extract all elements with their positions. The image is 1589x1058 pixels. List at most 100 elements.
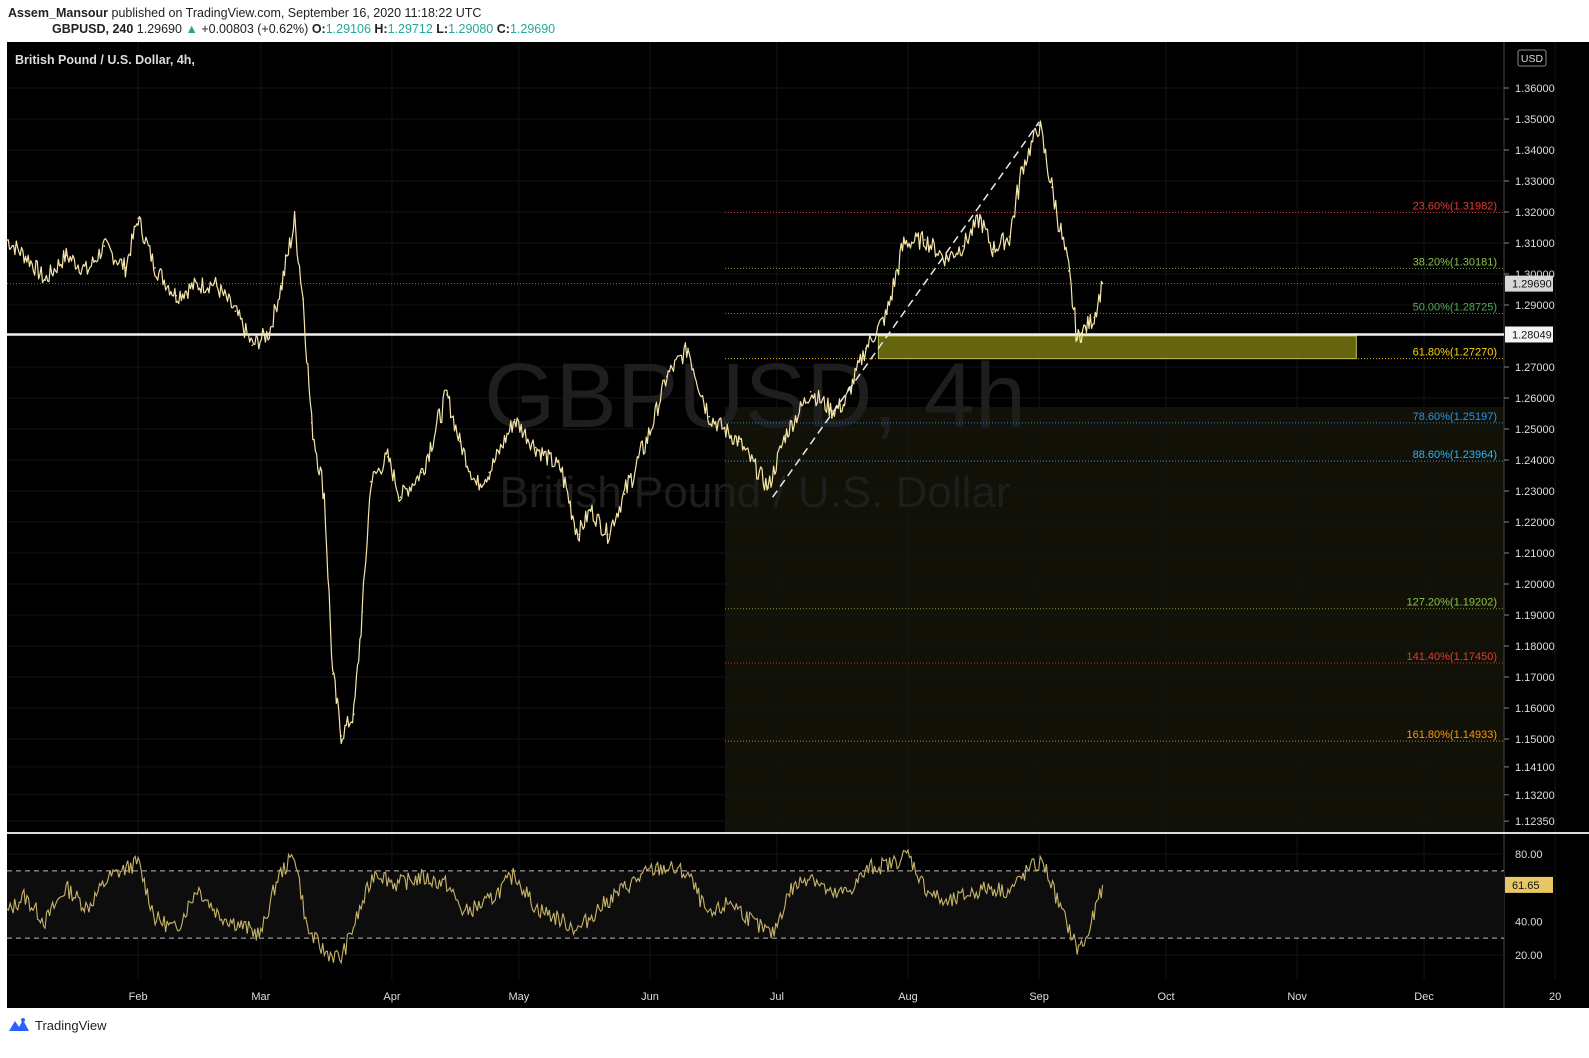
time-axis[interactable] (7, 980, 1504, 1008)
price-point (606, 533, 609, 536)
time-tick-label: Apr (383, 991, 400, 1003)
fib-level-label: 78.60%(1.25197) (1413, 411, 1497, 423)
price-point (513, 418, 516, 421)
watermark-symbol: GBPUSD, 4h (484, 345, 1026, 447)
price-point (475, 484, 478, 486)
price-tick-label: 1.21000 (1515, 548, 1555, 560)
fib-level-label: 141.40%(1.17450) (1406, 651, 1497, 663)
price-tick-label: 1.29000 (1515, 300, 1555, 312)
price-tick-label: 1.34000 (1515, 145, 1555, 157)
current-price-tag-text: 1.29690 (1512, 279, 1552, 291)
price-point (1093, 316, 1095, 319)
price-point (962, 245, 964, 247)
last-price: 1.29690 (136, 22, 182, 36)
rsi-value-tag-bg (1505, 876, 1553, 893)
price-tick-label: 1.17000 (1515, 672, 1555, 684)
price-axis[interactable] (1504, 42, 1589, 1008)
time-tick-label: May (508, 991, 529, 1003)
price-point (488, 471, 491, 474)
fib-level-label: 50.00%(1.28725) (1413, 302, 1497, 314)
price-tick-label: 1.26000 (1515, 393, 1555, 405)
currency-label: USD (1521, 53, 1544, 65)
price-tick-label: 1.19000 (1515, 610, 1555, 622)
footer: TradingView (8, 1017, 107, 1033)
rsi-value-tag: 61.65 (1505, 876, 1553, 893)
price-point (446, 394, 448, 396)
price-tick-label: 1.36000 (1515, 83, 1555, 95)
fib-level-label: 61.80%(1.27270) (1413, 347, 1497, 359)
high-value: 1.29712 (387, 22, 433, 36)
tradingview-logo-icon[interactable] (8, 1017, 30, 1033)
price-chart[interactable]: GBPUSD, 4h British Pound / U.S. Dollar 2… (0, 42, 1589, 1008)
price-point (1067, 270, 1070, 272)
fib-level-label: 88.60%(1.23964) (1413, 449, 1497, 461)
price-point (251, 344, 254, 347)
price-tick-label: 1.32000 (1515, 207, 1555, 219)
grid-lines (7, 42, 1556, 980)
time-tick-label: Jul (770, 991, 784, 1003)
price-point (864, 347, 867, 350)
author-name[interactable]: Assem_Mansour (8, 6, 109, 20)
price-point (65, 254, 68, 257)
price-point (310, 422, 313, 424)
rsi-series (6, 848, 1504, 965)
horizontal-line-tag-bg (1505, 326, 1553, 343)
price-tick-label: 1.33000 (1515, 176, 1555, 188)
current-price-tag-bg (1505, 275, 1553, 292)
rsi-line (6, 848, 1104, 965)
support-zone-box[interactable] (877, 335, 1357, 360)
price-point (945, 257, 947, 260)
price-point (293, 220, 296, 223)
price-point (27, 257, 29, 260)
footer-brand[interactable]: TradingView (35, 1017, 107, 1033)
price-point (991, 248, 994, 250)
price-point (281, 282, 283, 285)
high-label: H: (374, 22, 388, 36)
price-point (340, 735, 342, 737)
published-text: published on TradingView.com, September … (111, 6, 482, 20)
fib-trend-line[interactable] (772, 121, 1040, 498)
horizontal-line-tag-text: 1.28049 (1512, 329, 1552, 341)
price-point (369, 480, 372, 483)
trend-line[interactable] (772, 121, 1040, 498)
price-point (175, 294, 177, 297)
price-point (649, 431, 651, 433)
price-point (6, 239, 8, 241)
open-label: O: (311, 22, 326, 36)
price-point (458, 440, 461, 443)
price-point (44, 279, 46, 281)
price-point (1051, 186, 1053, 188)
price-point (589, 508, 592, 511)
price-point (843, 403, 846, 406)
price-point (103, 245, 106, 247)
price-series (6, 120, 1104, 745)
price-point (399, 496, 402, 499)
close-label: C: (496, 22, 510, 36)
price-point (192, 285, 194, 288)
price-tick-label: 1.14100 (1515, 762, 1555, 774)
rsi-tick-label: 20.00 (1515, 950, 1543, 962)
rsi-band-fill (7, 870, 1504, 939)
chart-legend[interactable]: British Pound / U.S. Dollar, 4h, (15, 53, 195, 67)
price-point (331, 673, 334, 675)
price-point (234, 310, 237, 313)
ohlc-bar: GBPUSD, 240 1.29690 ▲ +0.00803 (+0.62%) … (52, 22, 556, 36)
fibonacci-levels[interactable]: 23.60%(1.31982) 38.20%(1.30181) 50.00%(1.2… (725, 201, 1504, 742)
price-point (979, 217, 981, 219)
price-point (902, 242, 905, 244)
price-change: +0.00803 (+0.62%) (201, 22, 309, 36)
currency-button[interactable]: USD (1517, 49, 1547, 67)
time-tick-label: Sep (1029, 991, 1049, 1003)
price-point (666, 375, 668, 378)
price-point (1080, 332, 1083, 334)
price-tick-label: 1.27000 (1515, 362, 1555, 374)
horizontal-lines[interactable] (7, 283, 1504, 336)
support-zone[interactable] (877, 335, 1357, 360)
axis-labels: Feb Mar Apr May Jun Jul Aug Sep Oct Nov Dec 20 1.360… (129, 83, 1562, 1003)
price-point (784, 434, 787, 437)
rsi-tick-label: 40.00 (1515, 916, 1543, 928)
price-point (687, 347, 689, 350)
price-point (1101, 282, 1104, 285)
price-point (124, 267, 127, 269)
price-point (154, 267, 156, 269)
